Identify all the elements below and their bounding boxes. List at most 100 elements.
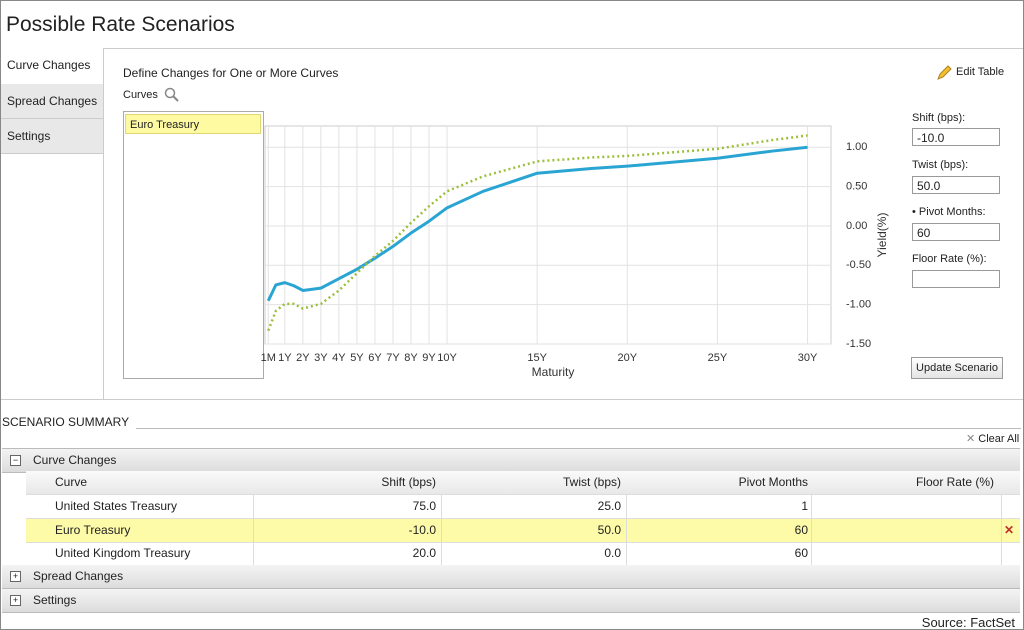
x-tick-label: 9Y: [422, 352, 436, 364]
divider: [1, 48, 1023, 49]
x-tick-label: 20Y: [618, 352, 638, 364]
y-axis-title: Yield(%): [875, 213, 889, 258]
table-cell: 60: [794, 546, 808, 560]
group-label: Curve Changes: [33, 453, 117, 467]
column-header: Shift (bps): [381, 475, 436, 489]
y-tick-label: -1.50: [846, 338, 871, 350]
x-tick-label: 10Y: [437, 352, 457, 364]
cell-border: [253, 542, 254, 565]
cell-border: [441, 495, 442, 518]
cell-border: [1001, 495, 1002, 518]
x-axis-title: Maturity: [532, 365, 575, 379]
cell-border: [1001, 518, 1002, 542]
pivot-input[interactable]: 60: [912, 223, 1000, 241]
x-tick-label: 15Y: [527, 352, 547, 364]
chart: Maturity Yield(%) 1M 1Y 2Y 3Y 4Y 5Y 6Y 7Y 8Y 9Y 10…: [261, 125, 889, 379]
table-cell: 75.0: [412, 499, 436, 513]
update-button[interactable]: Update Scenario: [911, 357, 1003, 379]
table-row[interactable]: Euro Treasury -10.0 50.0 60 ✕: [26, 518, 1020, 543]
table-cell: 20.0: [412, 546, 436, 560]
x-tick-label: 30Y: [798, 352, 818, 364]
form-label: Floor Rate (%):: [912, 253, 987, 265]
column-header: Curve: [55, 475, 88, 489]
header-row: Curve Shift (bps) Twist (bps) Pivot Mont…: [26, 471, 1020, 495]
group-row[interactable]: − Curve Changes: [2, 448, 1020, 473]
expand-icon[interactable]: +: [10, 571, 21, 582]
divider: [136, 428, 1021, 429]
y-tick-label: 0.50: [846, 181, 867, 193]
x-tick-label: 7Y: [386, 352, 400, 364]
cell-border: [811, 518, 812, 542]
cell-border: [1001, 542, 1002, 565]
cell-border: [626, 542, 627, 565]
cell-border: [626, 518, 627, 542]
curve-item[interactable]: Euro Treasury: [125, 114, 261, 134]
x-tick-label: 4Y: [332, 352, 346, 364]
group-row[interactable]: + Settings: [2, 589, 1020, 613]
tab-selected[interactable]: Curve Changes: [1, 48, 103, 83]
x-tick-label: 2Y: [296, 352, 310, 364]
table-cell: 60: [794, 522, 808, 537]
cell-border: [253, 518, 254, 542]
curves-list: [123, 111, 264, 379]
cell-border: [441, 518, 442, 542]
cell-border: [811, 542, 812, 565]
clear-all-text: Clear All: [978, 433, 1020, 445]
curves-label: Curves: [123, 89, 158, 101]
column-header: Pivot Months: [738, 475, 808, 489]
x-tick-label: 25Y: [708, 352, 728, 364]
group-row[interactable]: + Spread Changes: [2, 565, 1020, 589]
group-label: Spread Changes: [33, 569, 124, 583]
pencil-icon[interactable]: [936, 65, 952, 81]
x-tick-label: 3Y: [314, 352, 328, 364]
cell-border: [626, 495, 627, 518]
summary-title: SCENARIO SUMMARY: [2, 415, 130, 429]
floor-input[interactable]: [912, 270, 1000, 288]
table-row[interactable]: United Kingdom Treasury 20.0 0.0 60: [26, 542, 1020, 566]
divider: [103, 48, 104, 399]
table-row[interactable]: United States Treasury 75.0 25.0 1: [26, 495, 1020, 519]
expand-icon[interactable]: +: [10, 595, 21, 606]
tab[interactable]: Spread Changes: [1, 84, 103, 119]
form-label: • Pivot Months:: [912, 206, 986, 218]
cell-border: [441, 542, 442, 565]
column-header: Floor Rate (%): [915, 475, 994, 489]
table-cell: United Kingdom Treasury: [55, 546, 191, 560]
table-cell: Euro Treasury: [55, 522, 131, 537]
page-title: Possible Rate Scenarios: [6, 13, 235, 36]
panel-heading: Define Changes for One or More Curves: [123, 66, 339, 80]
group-label: Settings: [33, 593, 77, 607]
clear-all-link[interactable]: ✕ Clear All: [966, 433, 1020, 445]
x-tick-label: 1M: [261, 352, 276, 364]
line-series: [266, 145, 808, 302]
form-label: Shift (bps):: [912, 112, 966, 124]
x-tick-label: 1Y: [278, 352, 292, 364]
x-tick-label: 8Y: [404, 352, 418, 364]
form-label: Twist (bps):: [912, 159, 969, 171]
y-tick-label: 1.00: [846, 141, 867, 153]
twist-input[interactable]: 50.0: [912, 176, 1000, 194]
tab[interactable]: Settings: [1, 119, 103, 154]
table-cell: 0.0: [604, 546, 621, 560]
collapse-icon[interactable]: −: [10, 455, 21, 466]
y-tick-label: -0.50: [846, 259, 871, 271]
plot-area: [264, 125, 832, 345]
delete-icon[interactable]: ✕: [1004, 522, 1015, 537]
table-cell: -10.0: [408, 522, 436, 537]
y-tick-label: -1.00: [846, 299, 871, 311]
table-cell: 25.0: [597, 499, 621, 513]
x-tick-label: 6Y: [368, 352, 382, 364]
table-cell: United States Treasury: [55, 499, 178, 513]
table-cell: 50.0: [597, 522, 621, 537]
cell-border: [253, 495, 254, 518]
y-tick-label: 0.00: [846, 220, 867, 232]
column-header: Twist (bps): [562, 475, 621, 489]
edit-table-link[interactable]: Edit Table: [956, 66, 1005, 78]
x-tick-label: 5Y: [350, 352, 364, 364]
table-cell: 1: [801, 499, 808, 513]
divider: [1, 399, 1023, 400]
cell-border: [811, 495, 812, 518]
search-icon[interactable]: [164, 87, 180, 103]
shift-input[interactable]: -10.0: [912, 128, 1000, 146]
